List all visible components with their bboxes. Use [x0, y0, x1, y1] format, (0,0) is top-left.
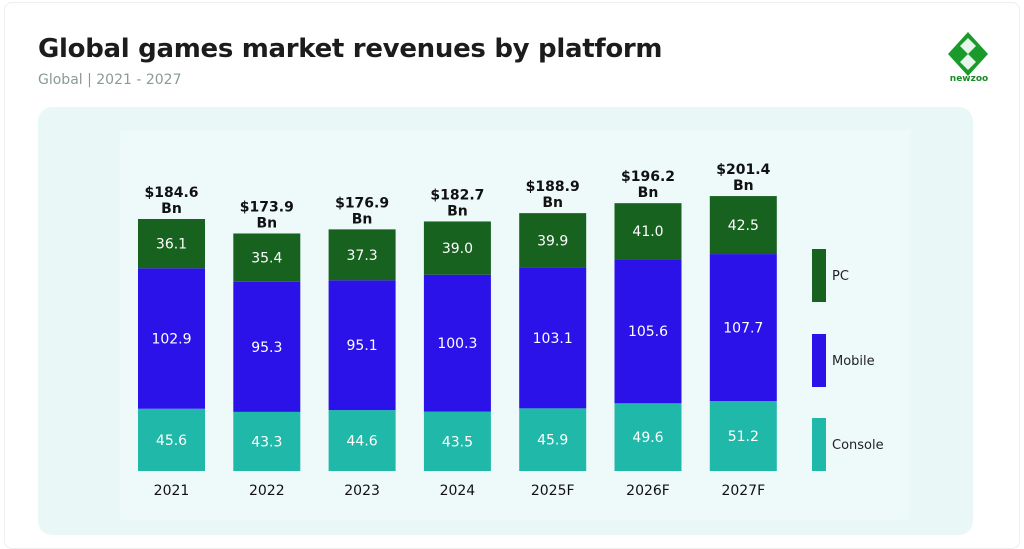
bar-segment-pc	[423, 221, 491, 275]
legend-swatch-mobile	[812, 334, 826, 387]
x-tick-label: 2021	[154, 483, 190, 499]
data-label: 37.3	[347, 248, 378, 264]
x-tick-label: 2022	[249, 483, 285, 499]
total-label-unit: Bn	[352, 211, 373, 227]
bar-segment-console	[614, 403, 682, 471]
bar-segment-mobile	[233, 281, 301, 412]
bar-segment-mobile	[519, 267, 587, 409]
total-label-unit: Bn	[256, 215, 277, 231]
data-label: 43.5	[442, 434, 473, 450]
legend-swatch-pc	[812, 249, 826, 302]
data-label: 95.3	[251, 340, 282, 356]
data-label: 102.9	[151, 332, 191, 348]
bar-segment-mobile	[423, 274, 491, 412]
legend-label: PC	[832, 269, 849, 284]
total-label: $182.7	[430, 187, 484, 203]
x-tick-label: 2026F	[626, 483, 670, 499]
bar-segment-pc	[233, 233, 301, 282]
x-tick-label: 2023	[344, 483, 380, 499]
data-label: 43.3	[251, 434, 282, 450]
total-label: $184.6	[144, 185, 198, 201]
data-label: 49.6	[632, 430, 663, 446]
total-label-unit: Bn	[447, 203, 468, 219]
x-tick-label: 2024	[440, 483, 476, 499]
legend-label: Console	[832, 438, 884, 453]
data-label: 103.1	[533, 331, 573, 347]
logo-text: newzoo	[949, 74, 989, 84]
data-label: 42.5	[728, 218, 759, 234]
bar-segment-pc	[328, 229, 396, 281]
bar-segment-pc	[709, 196, 777, 255]
total-label-unit: Bn	[638, 185, 659, 201]
bar-segment-console	[138, 408, 205, 471]
total-label-unit: Bn	[733, 178, 754, 194]
x-tick-label: 2027F	[721, 483, 765, 499]
data-label: 39.0	[442, 241, 473, 257]
bar-segment-mobile	[138, 268, 205, 409]
data-label: 36.1	[156, 237, 187, 253]
data-label: 95.1	[347, 338, 378, 354]
bar-segment-console	[709, 401, 777, 471]
total-label: $173.9	[240, 199, 294, 215]
total-label-unit: Bn	[542, 195, 563, 211]
data-label: 45.9	[537, 433, 568, 449]
bar-segment-console	[519, 408, 587, 471]
bar-segment-console	[328, 410, 396, 471]
total-label-unit: Bn	[161, 201, 182, 217]
legend-label: Mobile	[832, 354, 875, 369]
x-tick-label: 2025F	[531, 483, 575, 499]
legend-swatch-console	[812, 418, 826, 471]
data-label: 107.7	[723, 321, 763, 337]
data-label: 44.6	[347, 434, 378, 450]
bar-segment-pc	[138, 219, 205, 269]
data-label: 39.9	[537, 233, 568, 249]
bar-segment-pc	[614, 203, 682, 260]
bar-segment-console	[423, 411, 491, 471]
total-label: $201.4	[716, 162, 770, 178]
data-label: 41.0	[632, 224, 663, 240]
bar-segment-mobile	[328, 280, 396, 411]
newzoo-logo-icon	[948, 32, 988, 76]
page-subtitle: Global | 2021 - 2027	[38, 72, 182, 88]
bar-segment-console	[233, 411, 301, 471]
total-label: $176.9	[335, 195, 389, 211]
bar-segment-mobile	[709, 254, 777, 402]
bar-segment-pc	[519, 213, 587, 268]
data-label: 105.6	[628, 324, 668, 340]
page-title: Global games market revenues by platform	[38, 34, 663, 64]
data-label: 100.3	[437, 336, 477, 352]
data-label: 51.2	[728, 429, 759, 445]
data-label: 45.6	[156, 433, 187, 449]
data-label: 35.4	[251, 251, 282, 267]
total-label: $196.2	[621, 169, 675, 185]
total-label: $188.9	[526, 179, 580, 195]
bar-segment-mobile	[614, 259, 682, 404]
